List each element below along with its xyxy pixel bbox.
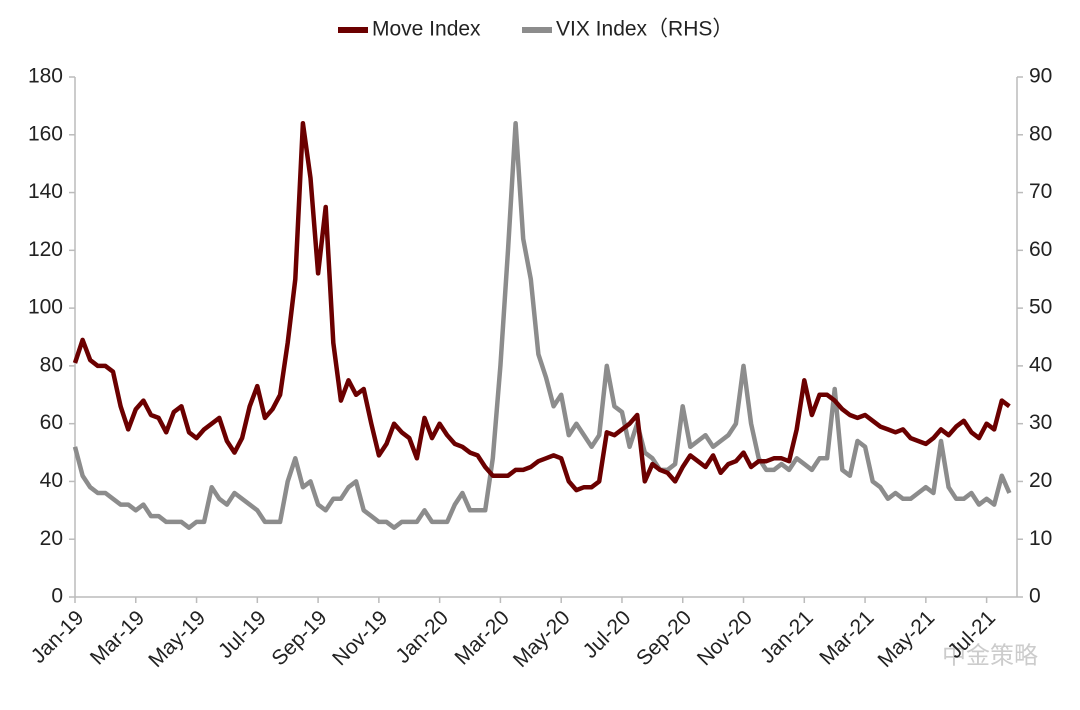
x-tick-label: Mar-19 <box>86 606 149 669</box>
y2-tick-label: 40 <box>1029 353 1052 376</box>
x-tick-label: Jan-20 <box>391 606 453 668</box>
y2-tick-label: 20 <box>1029 469 1052 492</box>
series-line <box>72 120 1011 493</box>
y-tick-label: 120 <box>28 238 63 261</box>
y2-tick-label: 0 <box>1029 585 1041 608</box>
y2-tick-label: 80 <box>1029 122 1052 145</box>
legend-label: Move Index <box>372 18 481 41</box>
y2-tick-label: 70 <box>1029 180 1052 203</box>
x-tick-label: May-20 <box>509 606 575 672</box>
legend-label: VIX Index（RHS） <box>556 18 733 41</box>
series-line <box>72 120 1012 530</box>
x-tick-label: Jul-19 <box>214 606 271 663</box>
y-tick-label: 180 <box>28 65 63 88</box>
x-tick-label: Mar-20 <box>451 606 514 669</box>
x-tick-label: Nov-20 <box>693 606 757 670</box>
y-tick-label: 160 <box>28 122 63 145</box>
y2-tick-label: 50 <box>1029 296 1052 319</box>
x-tick-label: Mar-21 <box>815 606 878 669</box>
y-tick-label: 0 <box>51 585 63 608</box>
x-tick-label: Jan-21 <box>756 606 818 668</box>
y-tick-label: 20 <box>40 527 63 550</box>
x-tick-label: Jan-19 <box>27 606 89 668</box>
y-tick-label: 60 <box>40 411 63 434</box>
watermark: 中金策略 <box>942 642 1038 669</box>
x-tick-label: Jul-20 <box>579 606 636 663</box>
x-tick-label: Nov-19 <box>328 606 392 670</box>
x-tick-label: May-19 <box>144 606 210 672</box>
y2-tick-label: 60 <box>1029 238 1052 261</box>
y-tick-label: 80 <box>40 353 63 376</box>
y-tick-label: 140 <box>28 180 63 203</box>
y2-tick-label: 30 <box>1029 411 1052 434</box>
x-tick-label: Sep-20 <box>632 606 696 670</box>
y-tick-label: 40 <box>40 469 63 492</box>
y-tick-label: 100 <box>28 296 63 319</box>
x-tick-label: Sep-19 <box>267 606 331 670</box>
x-tick-label: May-21 <box>874 606 940 672</box>
y2-tick-label: 10 <box>1029 527 1052 550</box>
y2-tick-label: 90 <box>1029 65 1052 88</box>
